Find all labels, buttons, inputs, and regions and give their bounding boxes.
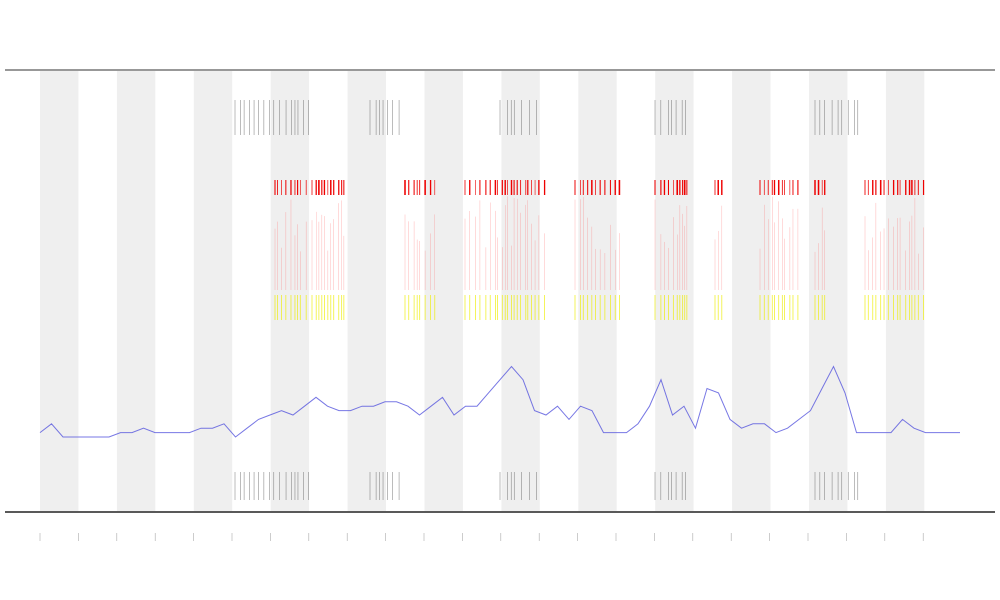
band xyxy=(40,71,79,511)
band xyxy=(732,71,771,511)
band xyxy=(501,71,540,511)
band xyxy=(885,71,925,511)
band xyxy=(347,71,386,511)
x-ticks xyxy=(39,533,924,541)
band xyxy=(655,71,694,511)
data-line xyxy=(39,365,960,438)
band xyxy=(578,71,617,511)
band xyxy=(424,71,463,511)
band xyxy=(116,71,156,511)
band xyxy=(809,71,848,511)
event-marks xyxy=(234,100,925,500)
band xyxy=(193,71,233,511)
background-bands xyxy=(40,71,925,511)
band xyxy=(270,71,310,511)
